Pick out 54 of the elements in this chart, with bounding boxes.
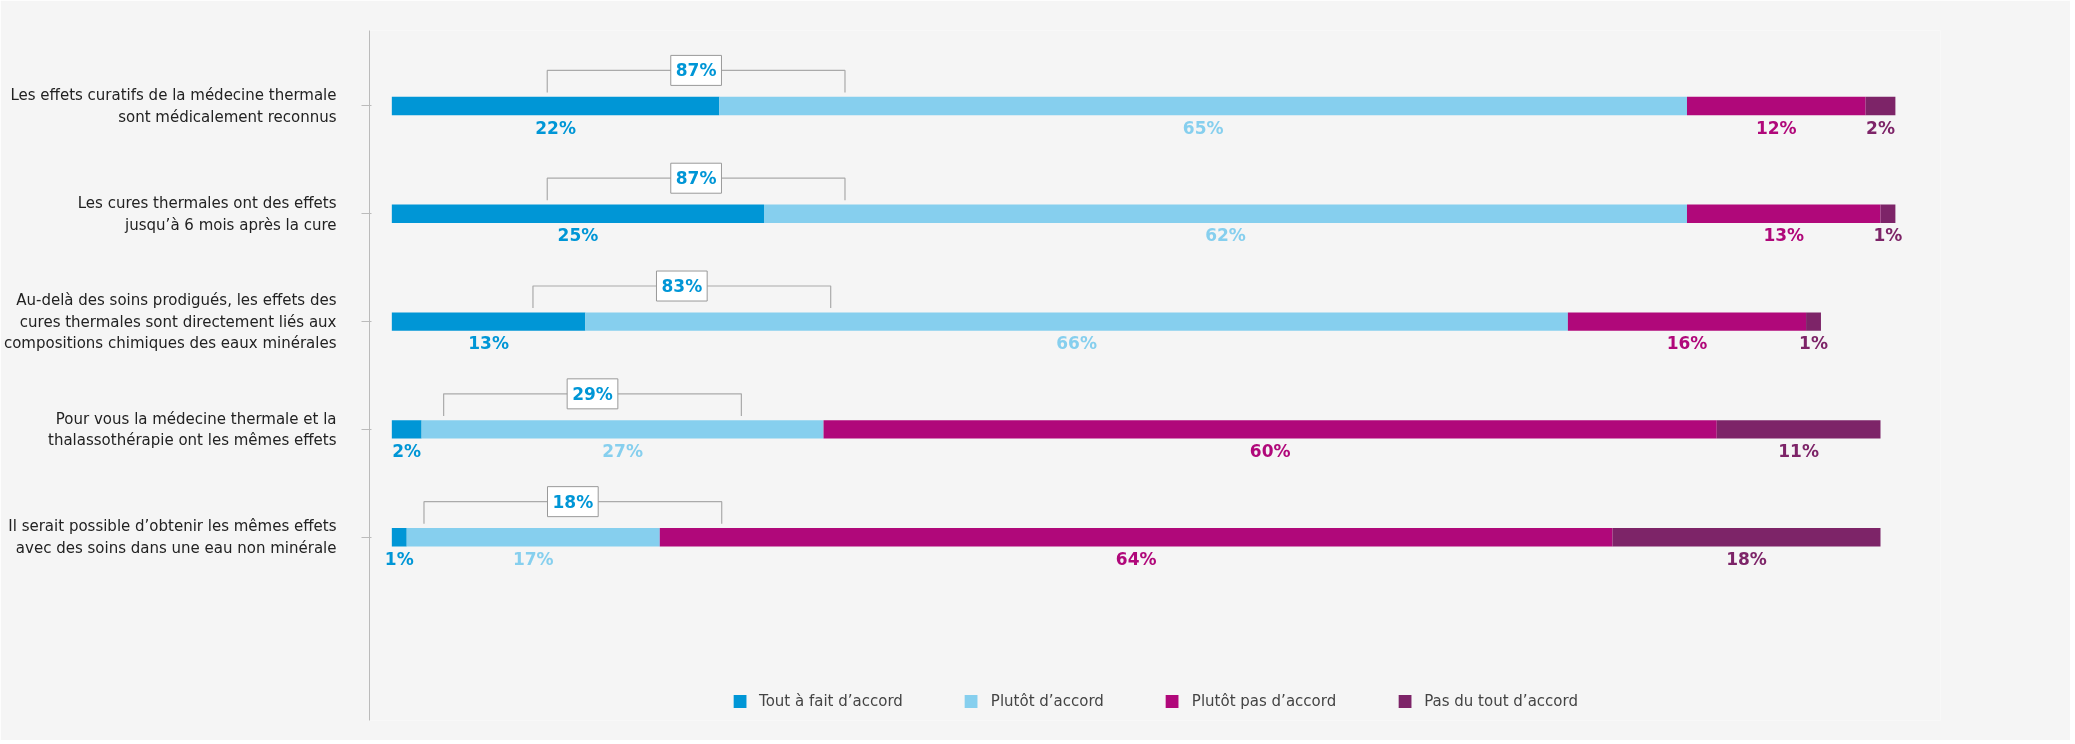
- data-label: 65%: [1182, 117, 1224, 138]
- legend-label: Pas du tout d’accord: [1424, 692, 1578, 710]
- bar: [1806, 312, 1821, 331]
- bar: [1686, 96, 1866, 116]
- bar: [1880, 204, 1896, 223]
- annotation: 87%: [675, 168, 717, 189]
- data-label: 22%: [535, 117, 576, 138]
- y-tick-label: Les cures thermales ont des effets jusqu’à 6 mois après la cure: [77, 193, 337, 234]
- data-label: 17%: [512, 548, 554, 569]
- data-label: 64%: [1115, 548, 1157, 569]
- annotation: 83%: [661, 276, 703, 297]
- data-label: 1%: [1873, 225, 1903, 246]
- bar: [719, 96, 1687, 116]
- legend-label: Tout à fait d’accord: [759, 692, 903, 710]
- data-label: 13%: [1763, 225, 1805, 246]
- bar: [421, 420, 824, 439]
- data-label: 2%: [392, 440, 422, 461]
- bar: [391, 528, 407, 547]
- bar: [1865, 96, 1896, 116]
- data-label: 1%: [384, 548, 414, 569]
- data-label: 27%: [602, 440, 643, 461]
- bar: [659, 528, 1613, 547]
- bar: [1567, 312, 1807, 331]
- data-label: 11%: [1778, 440, 1819, 461]
- bar: [391, 204, 764, 223]
- legend-label: Plutôt d’accord: [990, 692, 1104, 710]
- bar: [391, 96, 720, 116]
- annotation: 18%: [552, 491, 594, 512]
- data-label: 25%: [557, 225, 599, 246]
- data-label: 2%: [1866, 117, 1895, 138]
- bar: [585, 312, 1568, 331]
- bar: [1686, 204, 1881, 223]
- data-label: 62%: [1205, 225, 1246, 246]
- annotation: 87%: [675, 60, 717, 81]
- bar: [823, 420, 1717, 439]
- bar: [764, 204, 1687, 223]
- data-label: 13%: [468, 333, 509, 354]
- data-label: 18%: [1726, 548, 1767, 569]
- data-label: 12%: [1755, 117, 1797, 138]
- bar: [1612, 528, 1881, 547]
- data-label: 1%: [1799, 333, 1828, 354]
- y-tick-label: Les effets curatifs de la médecine thermale sont médicalement reconnus: [10, 86, 337, 126]
- y-tick-label: Il serait possible d’obtenir les mêmes effets avec des soins dans une eau non minérale: [8, 517, 337, 558]
- bar: [1716, 420, 1881, 439]
- y-tick-label: Au-delà des soins prodigués, les effets des cures thermales sont directement liés aux compositions chimiques des eaux minérales: [3, 290, 337, 353]
- bar: [391, 420, 422, 439]
- bar: [406, 528, 660, 547]
- y-tick-label: Pour vous la médecine thermale et la thalassothérapie ont les mêmes effets: [48, 409, 337, 450]
- legend-label: Plutôt pas d’accord: [1191, 692, 1337, 710]
- data-label: 16%: [1666, 333, 1708, 354]
- annotation: 29%: [572, 383, 613, 404]
- bar: [391, 312, 586, 331]
- data-label: 66%: [1056, 333, 1097, 354]
- data-label: 60%: [1249, 440, 1291, 461]
